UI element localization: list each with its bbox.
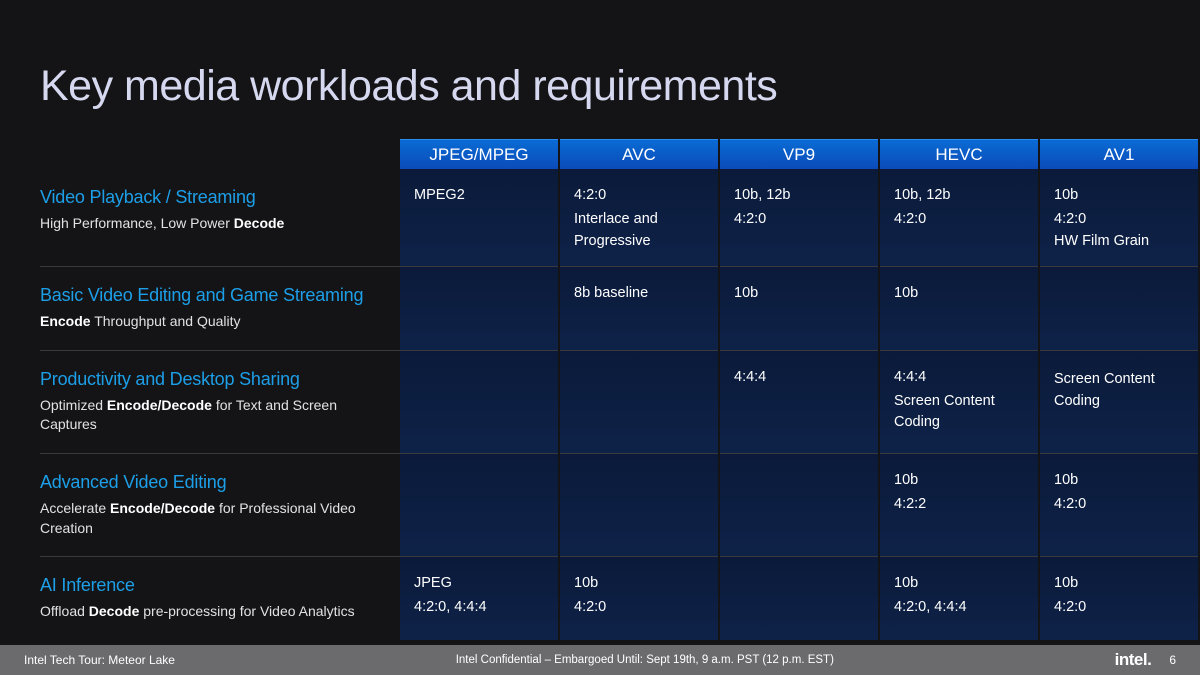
cell bbox=[400, 267, 558, 351]
cell: 10b4:2:0HW Film Grain bbox=[1040, 169, 1198, 267]
cell: 4:4:4Screen Content Coding bbox=[880, 351, 1038, 454]
row-title: Basic Video Editing and Game Streaming bbox=[40, 285, 388, 306]
row-title: Productivity and Desktop Sharing bbox=[40, 369, 388, 390]
row-label: AI Inference Offload Decode pre-processi… bbox=[40, 557, 400, 640]
cell bbox=[400, 454, 558, 557]
row-subtitle: Optimized Encode/Decode for Text and Scr… bbox=[40, 396, 388, 435]
slide: Key media workloads and requirements JPE… bbox=[0, 0, 1200, 675]
cell: 10b4:2:0 bbox=[1040, 557, 1198, 640]
requirements-table: JPEG/MPEG AVC VP9 HEVC AV1 Video Playbac… bbox=[40, 139, 1200, 640]
cell: JPEG4:2:0, 4:4:4 bbox=[400, 557, 558, 640]
cell bbox=[400, 351, 558, 454]
cell: 10b4:2:0 bbox=[560, 557, 718, 640]
row-title: AI Inference bbox=[40, 575, 388, 596]
col-header: AVC bbox=[560, 139, 718, 169]
cell: 10b bbox=[720, 267, 878, 351]
cell: 10b, 12b4:2:0 bbox=[880, 169, 1038, 267]
row-label: Basic Video Editing and Game Streaming E… bbox=[40, 267, 400, 351]
row-title: Video Playback / Streaming bbox=[40, 187, 388, 208]
header-spacer bbox=[40, 139, 400, 169]
footer-left: Intel Tech Tour: Meteor Lake bbox=[24, 653, 175, 667]
cell: Screen Content Coding bbox=[1040, 351, 1198, 454]
cell: 10b bbox=[880, 267, 1038, 351]
page-number: 6 bbox=[1169, 653, 1176, 667]
row-subtitle: High Performance, Low Power Decode bbox=[40, 214, 388, 234]
row-subtitle: Offload Decode pre-processing for Video … bbox=[40, 602, 388, 622]
col-header: JPEG/MPEG bbox=[400, 139, 558, 169]
cell: MPEG2 bbox=[400, 169, 558, 267]
cell: 8b baseline bbox=[560, 267, 718, 351]
cell: 10b4:2:0, 4:4:4 bbox=[880, 557, 1038, 640]
slide-title: Key media workloads and requirements bbox=[40, 62, 1160, 111]
footer-confidential: Intel Confidential – Embargoed Until: Se… bbox=[175, 654, 1115, 666]
cell bbox=[1040, 267, 1198, 351]
col-header: HEVC bbox=[880, 139, 1038, 169]
cell bbox=[560, 351, 718, 454]
footer-bar: Intel Tech Tour: Meteor Lake Intel Confi… bbox=[0, 645, 1200, 675]
cell: 10b, 12b4:2:0 bbox=[720, 169, 878, 267]
cell: 4:2:0Interlace and Progressive bbox=[560, 169, 718, 267]
row-subtitle: Accelerate Encode/Decode for Professiona… bbox=[40, 499, 388, 538]
cell: 10b4:2:0 bbox=[1040, 454, 1198, 557]
cell: 10b4:2:2 bbox=[880, 454, 1038, 557]
intel-logo: intel. bbox=[1115, 650, 1152, 670]
cell bbox=[560, 454, 718, 557]
cell: 4:4:4 bbox=[720, 351, 878, 454]
row-label: Video Playback / Streaming High Performa… bbox=[40, 169, 400, 267]
row-label: Productivity and Desktop Sharing Optimiz… bbox=[40, 351, 400, 454]
col-header: VP9 bbox=[720, 139, 878, 169]
cell bbox=[720, 454, 878, 557]
row-title: Advanced Video Editing bbox=[40, 472, 388, 493]
col-header: AV1 bbox=[1040, 139, 1198, 169]
row-subtitle: Encode Throughput and Quality bbox=[40, 312, 388, 332]
row-label: Advanced Video Editing Accelerate Encode… bbox=[40, 454, 400, 557]
cell bbox=[720, 557, 878, 640]
